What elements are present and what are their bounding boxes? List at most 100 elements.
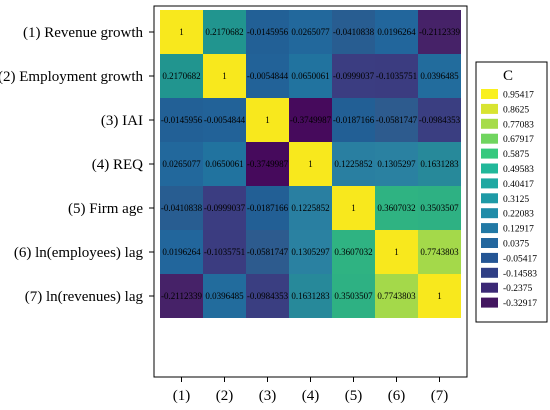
legend-label: 0.95417	[503, 91, 534, 101]
legend-label: 0.49583	[503, 165, 534, 175]
cell-value-label: -0.0187166	[247, 203, 289, 213]
cell-value-label: 0.1305297	[291, 247, 330, 257]
cell-value-label: 0.1305297	[377, 159, 416, 169]
cell-value-label: 0.3607032	[377, 203, 415, 213]
legend-swatch	[481, 297, 498, 308]
heatmap-cell	[160, 186, 203, 230]
cell-value-label: 1	[179, 27, 184, 37]
heatmap-cell	[203, 98, 246, 142]
cell-value-label: 0.0650061	[291, 71, 329, 81]
legend-items: 0.95417 0.8625 0.77083 0.67917 0.5875 0.49583…	[481, 89, 537, 309]
heatmap-cell	[160, 142, 203, 186]
cell-value-label: 0.0650061	[205, 159, 243, 169]
row-labels: (1) Revenue growth (2) Employment growth (…	[0, 25, 154, 305]
heatmap-cell	[289, 10, 332, 54]
heatmap-cell	[160, 274, 203, 318]
cell-value-label: -0.0187166	[333, 115, 375, 125]
column-label: (1)	[173, 388, 191, 404]
cell-value-label: 0.0196264	[377, 27, 416, 37]
cell-value-label: 0.0265077	[291, 27, 330, 37]
legend-label: 0.77083	[503, 120, 534, 130]
cell-value-label: -0.0054844	[247, 71, 289, 81]
heatmap-cell	[375, 54, 418, 98]
heatmap-cell	[375, 142, 418, 186]
legend-swatch	[481, 252, 498, 263]
cell-value-label: -0.1035751	[204, 247, 245, 257]
cell-value-label: 1	[308, 159, 313, 169]
row-label: (7) ln(revenues) lag	[25, 289, 144, 305]
legend-label: -0.2375	[503, 284, 533, 294]
heatmap-cell	[246, 186, 289, 230]
heatmap-cell	[418, 186, 461, 230]
heatmap-cell	[246, 54, 289, 98]
legend-swatch	[481, 282, 498, 293]
heatmap-cell	[418, 274, 461, 318]
cell-value-label: 1	[222, 71, 227, 81]
cell-value-label: 1	[394, 247, 399, 257]
legend-swatch	[481, 148, 498, 159]
cell-value-label: 1	[351, 203, 356, 213]
cell-value-label: -0.3749987	[290, 115, 332, 125]
row-label: (4) REQ	[92, 157, 143, 173]
cell-value-label: -0.0984353	[247, 291, 289, 301]
heatmap-cell	[246, 142, 289, 186]
heatmap-cell	[375, 274, 418, 318]
cell-value-label: 0.0196264	[162, 247, 201, 257]
legend-swatch	[481, 89, 498, 99]
column-label: (5)	[345, 388, 363, 404]
legend-label: -0.05417	[503, 254, 537, 264]
cell-value-label: 0.2170682	[162, 71, 200, 81]
legend-swatch	[481, 223, 498, 234]
cell-value-label: -0.0999037	[204, 203, 246, 213]
heatmap-cell	[332, 186, 375, 230]
heatmap-cell	[332, 142, 375, 186]
cell-value-label: -0.3749987	[247, 159, 289, 169]
heatmap-cell	[375, 98, 418, 142]
legend-swatch	[481, 178, 498, 189]
legend-swatch	[481, 118, 498, 129]
heatmap-cell	[418, 98, 461, 142]
heatmap-cell	[246, 98, 289, 142]
column-label: (2)	[216, 388, 234, 404]
heatmap-cell	[332, 10, 375, 54]
heatmap-cell	[203, 54, 246, 98]
cell-value-label: 0.1225852	[291, 203, 329, 213]
heatmap-cell	[203, 230, 246, 274]
heatmap-cell	[203, 186, 246, 230]
cell-value-label: -0.0410838	[161, 203, 203, 213]
legend-label: 0.40417	[503, 180, 534, 190]
column-labels: (1) (2) (3) (4) (5) (6) (7)	[173, 377, 448, 404]
legend-swatch	[481, 193, 498, 204]
heatmap-cell	[289, 98, 332, 142]
cell-value-label: 0.0396485	[205, 291, 244, 301]
heatmap-cell	[203, 142, 246, 186]
row-label: (2) Employment growth	[0, 69, 143, 85]
row-label: (1) Revenue growth	[23, 25, 143, 41]
cell-value-label: -0.0145956	[247, 27, 289, 37]
cell-value-label: -0.2112339	[419, 27, 460, 37]
legend-title: C	[503, 68, 513, 84]
cell-value-label: -0.0984353	[419, 115, 461, 125]
legend-swatch	[481, 163, 498, 174]
cell-value-label: -0.0999037	[333, 71, 375, 81]
row-label: (5) Firm age	[68, 201, 143, 217]
column-label: (6)	[388, 388, 406, 404]
cell-value-label: 0.7743803	[420, 247, 459, 257]
cell-value-label: 0.1631283	[420, 159, 459, 169]
heatmap-cell	[160, 230, 203, 274]
heatmap-cell	[418, 54, 461, 98]
legend-swatch	[481, 238, 498, 248]
legend-swatch	[481, 103, 498, 114]
heatmap-cell	[289, 54, 332, 98]
cell-value-label: 1	[265, 115, 270, 125]
legend-swatch	[481, 208, 498, 219]
heatmap-cells: 1 0.2170682 -0.0145956 0.0265077 -0.0410838 0…	[160, 10, 461, 318]
cell-value-label: -0.0410838	[333, 27, 375, 37]
heatmap-cell	[289, 186, 332, 230]
row-label: (6) ln(employees) lag	[14, 245, 144, 261]
cell-value-label: 0.0396485	[420, 71, 459, 81]
heatmap-cell	[375, 10, 418, 54]
cell-value-label: -0.0145956	[161, 115, 203, 125]
legend-swatch	[481, 133, 498, 144]
cell-value-label: 0.7743803	[377, 291, 416, 301]
